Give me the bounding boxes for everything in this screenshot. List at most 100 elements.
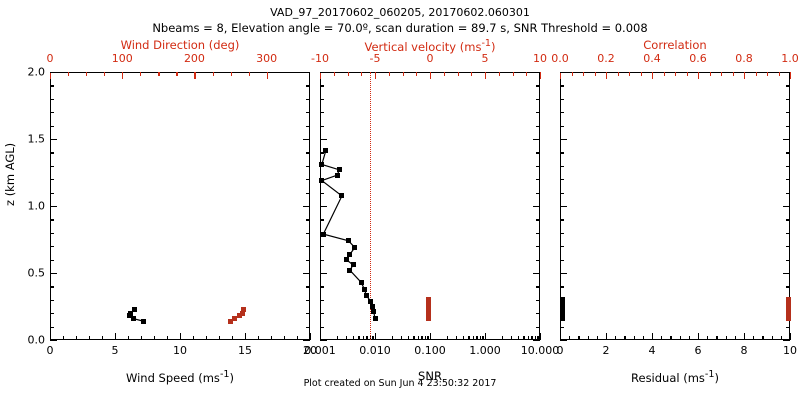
bottom-tick bbox=[485, 333, 487, 340]
top-tick-label: 0.2 bbox=[597, 52, 615, 65]
y-minor-tick-right bbox=[306, 72, 310, 74]
bottom-minor-tick bbox=[353, 336, 355, 340]
y-tick-label: 0.5 bbox=[27, 266, 46, 280]
y-minor-tick-right bbox=[536, 125, 540, 127]
bottom-minor-tick bbox=[679, 336, 681, 340]
y-minor-tick-right bbox=[536, 112, 540, 114]
y-minor-tick-right bbox=[536, 340, 540, 342]
top-minor-tick bbox=[652, 72, 654, 76]
y-minor-tick bbox=[320, 112, 324, 114]
top-minor-tick bbox=[512, 72, 514, 76]
y-minor-tick bbox=[320, 273, 324, 275]
y-minor-tick bbox=[560, 259, 564, 261]
data-point bbox=[239, 310, 245, 316]
data-point bbox=[141, 318, 147, 324]
y-minor-tick bbox=[560, 206, 564, 208]
bottom-minor-tick bbox=[744, 336, 746, 340]
bottom-tick-label: 10 bbox=[783, 344, 797, 357]
top-minor-tick bbox=[571, 72, 573, 76]
bottom-minor-tick bbox=[523, 336, 525, 340]
bottom-minor-tick bbox=[427, 336, 429, 340]
y-minor-tick-right bbox=[536, 152, 540, 154]
top-minor-tick bbox=[663, 72, 665, 76]
bottom-minor-tick bbox=[141, 336, 143, 340]
data-point bbox=[560, 316, 566, 322]
y-minor-tick-right bbox=[786, 112, 790, 114]
y-minor-tick bbox=[560, 246, 564, 248]
bottom-tick-label: 0.010 bbox=[359, 344, 391, 357]
y-minor-tick bbox=[50, 152, 54, 154]
bottom-minor-tick bbox=[642, 336, 644, 340]
data-point bbox=[130, 316, 136, 322]
bottom-minor-tick bbox=[624, 336, 626, 340]
y-minor-tick bbox=[320, 259, 324, 261]
top-tick-label: 0.0 bbox=[551, 52, 569, 65]
data-point bbox=[786, 308, 792, 314]
bottom-minor-tick bbox=[193, 336, 195, 340]
top-minor-tick bbox=[416, 72, 418, 76]
top-minor-tick bbox=[540, 72, 542, 76]
bottom-minor-tick bbox=[771, 336, 773, 340]
top-minor-tick bbox=[629, 72, 631, 76]
top-minor-tick bbox=[388, 72, 390, 76]
bottom-minor-tick bbox=[421, 336, 423, 340]
top-minor-tick bbox=[732, 72, 734, 76]
data-point bbox=[347, 267, 353, 273]
y-minor-tick bbox=[560, 85, 564, 87]
data-point bbox=[350, 262, 356, 268]
bottom-minor-tick bbox=[716, 336, 718, 340]
y-minor-tick bbox=[50, 273, 54, 275]
top-minor-tick bbox=[68, 72, 70, 76]
y-minor-tick bbox=[560, 179, 564, 181]
data-point bbox=[426, 312, 432, 318]
bottom-minor-tick bbox=[463, 336, 465, 340]
data-point bbox=[372, 316, 378, 322]
y-minor-tick bbox=[560, 72, 564, 74]
top-tick-label: 0 bbox=[46, 52, 54, 65]
data-point bbox=[786, 312, 792, 318]
bottom-minor-tick bbox=[362, 336, 364, 340]
y-minor-tick-right bbox=[306, 273, 310, 275]
bottom-minor-tick bbox=[336, 336, 338, 340]
y-minor-tick bbox=[50, 85, 54, 87]
y-minor-tick-right bbox=[786, 340, 790, 342]
y-minor-tick bbox=[50, 299, 54, 301]
y-minor-tick bbox=[560, 165, 564, 167]
top-tick-label: 200 bbox=[183, 52, 205, 65]
y-minor-tick-right bbox=[306, 232, 310, 234]
y-minor-tick bbox=[320, 340, 324, 342]
y-minor-tick-right bbox=[536, 179, 540, 181]
bottom-minor-tick bbox=[780, 336, 782, 340]
y-minor-tick bbox=[320, 152, 324, 154]
top-minor-tick bbox=[158, 72, 160, 76]
top-minor-tick bbox=[755, 72, 757, 76]
y-minor-tick-right bbox=[536, 232, 540, 234]
data-point bbox=[560, 305, 566, 311]
plot-title: VAD_97_20170602_060205, 20170602.060301 bbox=[270, 6, 530, 19]
top-minor-tick bbox=[594, 72, 596, 76]
y-minor-tick bbox=[320, 206, 324, 208]
bottom-minor-tick bbox=[424, 336, 426, 340]
data-point bbox=[346, 238, 352, 244]
bottom-tick-label: 1.000 bbox=[469, 344, 501, 357]
y-minor-tick-right bbox=[306, 165, 310, 167]
bottom-minor-tick bbox=[569, 336, 571, 340]
y-minor-tick bbox=[50, 165, 54, 167]
y-minor-tick-right bbox=[536, 85, 540, 87]
data-point bbox=[343, 257, 349, 263]
bottom-minor-tick bbox=[578, 336, 580, 340]
y-minor-tick bbox=[50, 286, 54, 288]
top-minor-tick bbox=[122, 72, 124, 76]
y-minor-tick-right bbox=[786, 152, 790, 154]
y-minor-tick-right bbox=[786, 179, 790, 181]
bottom-minor-tick bbox=[63, 336, 65, 340]
bottom-minor-tick bbox=[89, 336, 91, 340]
y-minor-tick-right bbox=[786, 259, 790, 261]
bottom-tick-label: 0.001 bbox=[304, 344, 336, 357]
y-minor-tick bbox=[560, 98, 564, 100]
top-tick-label: 5 bbox=[481, 52, 489, 65]
data-point bbox=[232, 316, 238, 322]
y-minor-tick-right bbox=[786, 72, 790, 74]
top-minor-tick bbox=[375, 72, 377, 76]
bottom-minor-tick bbox=[531, 336, 533, 340]
